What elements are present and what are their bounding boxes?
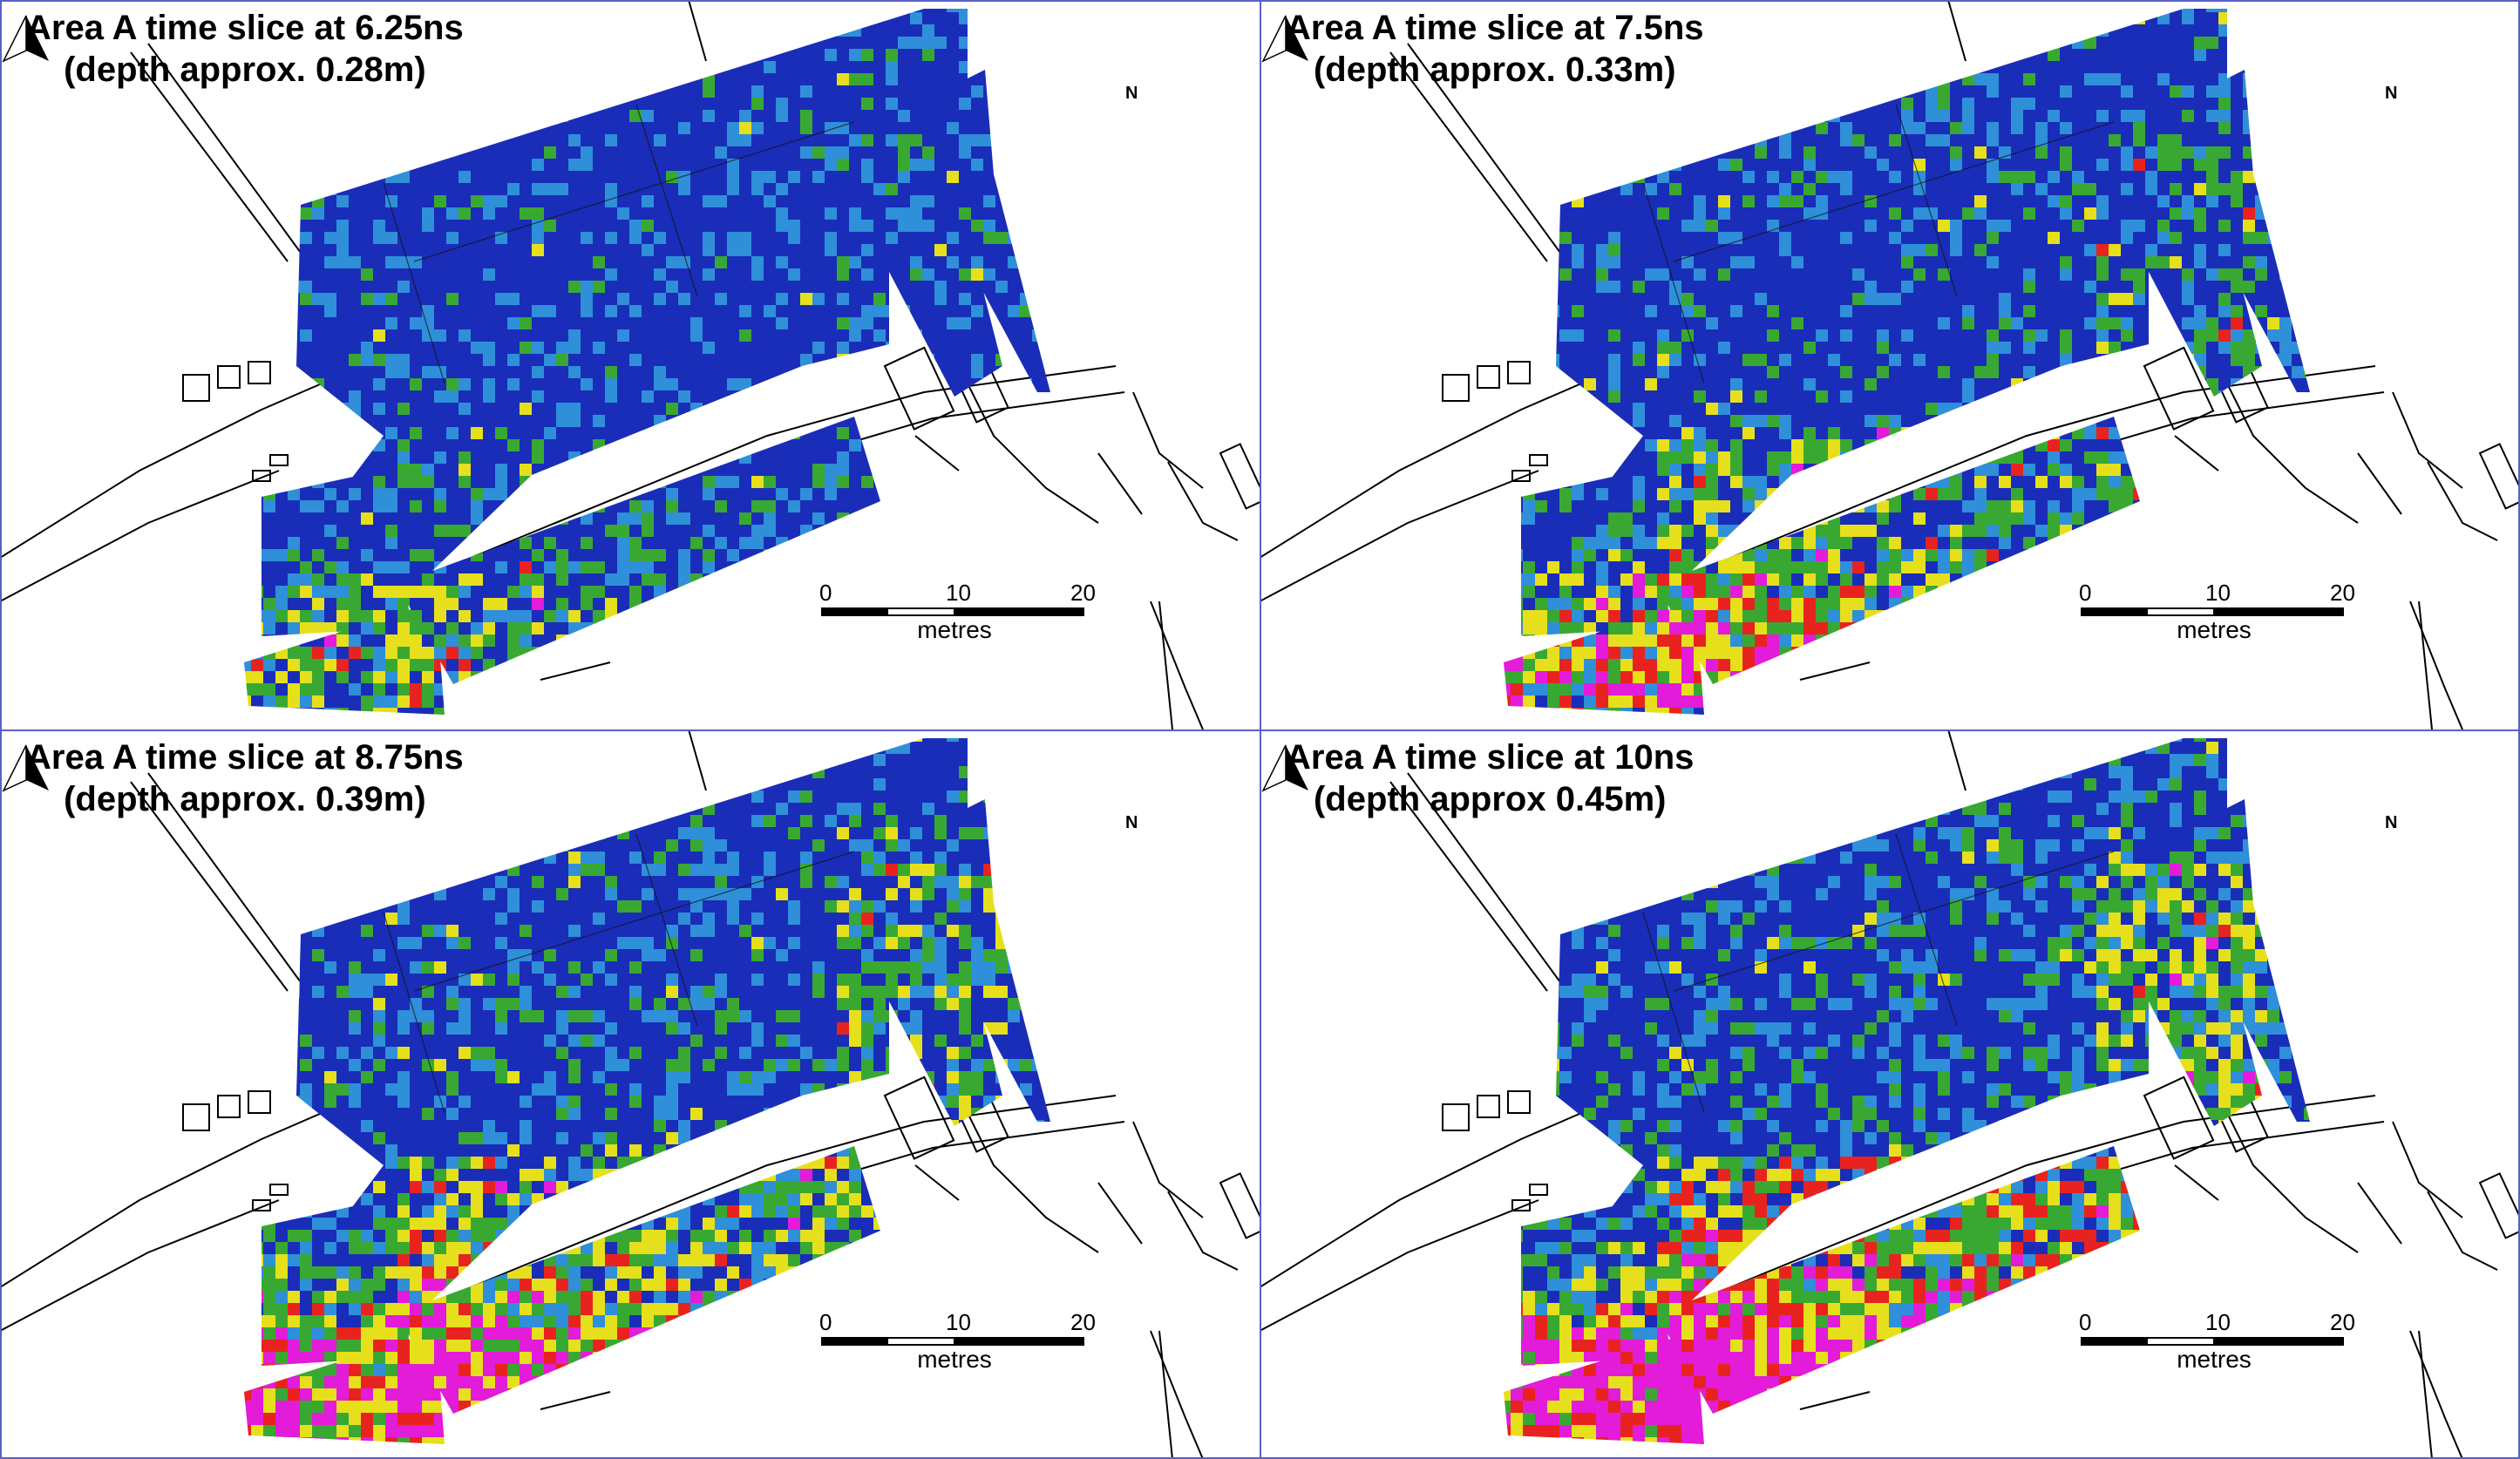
north-arrow-icon bbox=[1261, 744, 1308, 792]
scale-bar: 0 10 20 metres bbox=[2079, 580, 2355, 643]
scale-unit-label: metres bbox=[917, 1346, 992, 1373]
north-label: N bbox=[2385, 813, 2398, 832]
scale-unit-label: metres bbox=[917, 616, 992, 643]
gpr-map bbox=[0, 0, 1260, 730]
scale-tick-label: 10 bbox=[2205, 1309, 2231, 1335]
scale-bar: 0 10 20 metres bbox=[2079, 1309, 2355, 1373]
panel-title: Area A time slice at 10ns (depth approx 0… bbox=[1286, 736, 1694, 820]
north-label: N bbox=[2385, 84, 2398, 103]
scale-segment bbox=[823, 609, 888, 614]
scale-tick-label: 20 bbox=[2330, 1309, 2355, 1335]
time-slice-panel: Area A time slice at 10ns (depth approx 0… bbox=[1260, 730, 2519, 1459]
north-arrow-icon bbox=[1261, 15, 1308, 63]
scale-segment bbox=[2213, 609, 2344, 614]
scale-bar: 0 10 20 metres bbox=[819, 580, 1096, 643]
scale-tick-label: 20 bbox=[2330, 580, 2355, 606]
panel-title-line-1: Area A time slice at 8.75ns bbox=[26, 738, 464, 777]
scale-tick-label: 0 bbox=[819, 580, 832, 606]
gpr-map bbox=[1260, 730, 2519, 1459]
scale-unit-label: metres bbox=[2177, 616, 2252, 643]
gpr-map bbox=[1260, 0, 2519, 730]
panel-title: Area A time slice at 6.25ns (depth approx… bbox=[26, 7, 464, 91]
panel-title-line-2: (depth approx. 0.39m) bbox=[64, 780, 426, 818]
panel-title-line-2: (depth approx 0.45m) bbox=[1313, 780, 1667, 818]
scale-segment bbox=[823, 1339, 888, 1344]
time-slice-panel: Area A time slice at 6.25ns (depth approx… bbox=[0, 0, 1260, 730]
panel-title-line-1: Area A time slice at 7.5ns bbox=[1286, 9, 1704, 47]
scale-tick-label: 10 bbox=[2205, 580, 2231, 606]
time-slice-panel: Area A time slice at 8.75ns (depth approx… bbox=[0, 730, 1260, 1459]
scale-tick-label: 0 bbox=[2079, 580, 2092, 606]
scale-bar-graphic bbox=[2081, 1337, 2344, 1346]
gpr-map bbox=[0, 730, 1260, 1459]
panel-title-line-1: Area A time slice at 10ns bbox=[1286, 738, 1695, 777]
scale-segment bbox=[954, 1339, 1084, 1344]
north-label: N bbox=[1125, 84, 1138, 103]
scale-bar-graphic bbox=[821, 1337, 1084, 1346]
scale-tick-label: 10 bbox=[946, 1309, 971, 1335]
north-label: N bbox=[1125, 813, 1138, 832]
scale-tick-label: 20 bbox=[1070, 1309, 1096, 1335]
scale-segment bbox=[954, 609, 1084, 614]
scale-bar-graphic bbox=[2081, 607, 2344, 616]
scale-tick-label: 0 bbox=[2079, 1309, 2092, 1335]
scale-tick-label: 0 bbox=[819, 1309, 832, 1335]
north-arrow-icon bbox=[2, 15, 49, 63]
scale-tick-label: 20 bbox=[1070, 580, 1096, 606]
time-slice-panel: Area A time slice at 7.5ns (depth approx.… bbox=[1260, 0, 2519, 730]
panel-title-line-2: (depth approx. 0.33m) bbox=[1313, 51, 1676, 89]
scale-bar: 0 10 20 metres bbox=[819, 1309, 1096, 1373]
panel-title: Area A time slice at 8.75ns (depth approx… bbox=[26, 736, 464, 820]
panel-divider-horizontal bbox=[0, 730, 2520, 731]
scale-segment bbox=[2213, 1339, 2344, 1344]
panel-title: Area A time slice at 7.5ns (depth approx.… bbox=[1286, 7, 1704, 91]
panel-title-line-1: Area A time slice at 6.25ns bbox=[26, 9, 464, 47]
panel-title-line-2: (depth approx. 0.28m) bbox=[64, 51, 426, 89]
scale-bar-graphic bbox=[821, 607, 1084, 616]
scale-unit-label: metres bbox=[2177, 1346, 2252, 1373]
scale-segment bbox=[2082, 609, 2148, 614]
north-arrow-icon bbox=[2, 744, 49, 792]
scale-segment bbox=[2082, 1339, 2148, 1344]
scale-tick-label: 10 bbox=[946, 580, 971, 606]
